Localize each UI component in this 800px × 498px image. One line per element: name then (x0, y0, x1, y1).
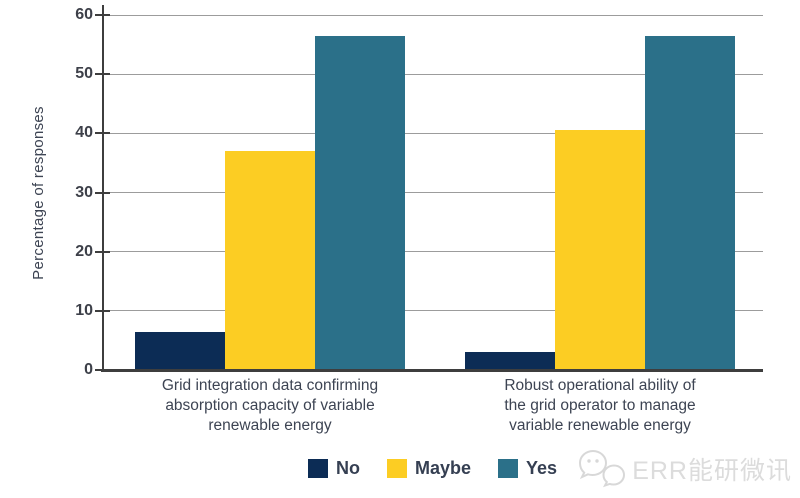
y-tick-label-50: 50 (75, 65, 93, 83)
legend-swatch-no (308, 459, 328, 478)
gridline-20 (103, 251, 763, 253)
legend-swatch-maybe (387, 459, 407, 478)
x-category-label-2: Robust operational ability of the grid o… (504, 377, 696, 434)
y-tick-label-40: 40 (75, 124, 93, 142)
legend-item-yes: Yes (498, 458, 557, 479)
speech-bubbles-icon (579, 449, 626, 488)
legend-label-yes: Yes (526, 458, 558, 478)
gridline-30 (103, 192, 763, 193)
gridline-50 (103, 73, 763, 75)
watermark: ERR能研微讯 (577, 447, 792, 491)
legend-item-maybe: Maybe (387, 458, 471, 479)
gridline-60 (103, 14, 763, 16)
y-axis-line (102, 5, 104, 372)
y-tick-label-60: 60 (75, 6, 93, 23)
watermark-text: ERR能研微讯 (632, 457, 792, 485)
gridline-10 (103, 310, 763, 312)
y-tick-label-0: 0 (84, 361, 93, 378)
legend-label-no: No (336, 458, 360, 478)
bar-yes-group2 (645, 35, 735, 370)
bar-yes-group1 (315, 35, 405, 370)
legend-swatch-yes (498, 459, 519, 478)
bar-no-group2 (465, 352, 555, 370)
y-tick-label-30: 30 (75, 183, 93, 201)
legend-item-no: No (308, 458, 360, 479)
legend-label-maybe: Maybe (415, 458, 472, 478)
legend: No Maybe Yes (308, 458, 557, 479)
bar-maybe-group2 (555, 130, 645, 370)
bar-no-group1 (135, 331, 225, 370)
x-category-label-1: Grid integration data confirming absorpt… (161, 377, 379, 434)
bar-maybe-group1 (225, 151, 315, 370)
x-axis-line (101, 369, 763, 372)
y-tick-label-20: 20 (75, 242, 93, 260)
gridline-40 (103, 132, 763, 134)
y-tick-label-10: 10 (75, 301, 93, 319)
y-axis-title: Percentage of responses (30, 106, 47, 280)
